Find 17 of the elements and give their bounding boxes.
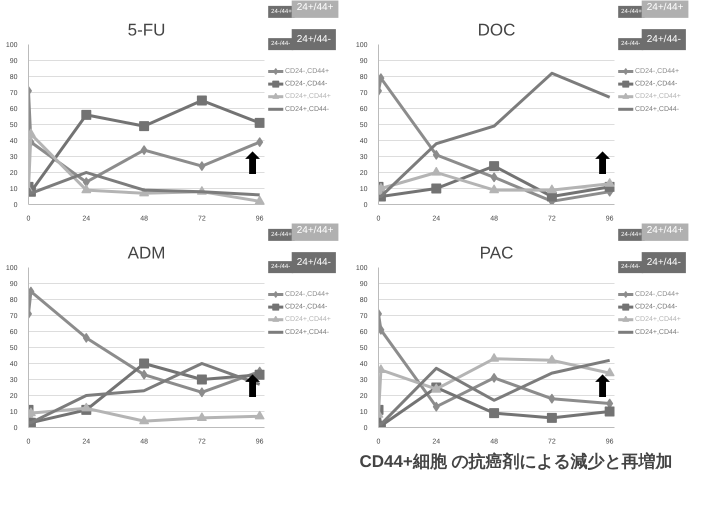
chart-title: DOC xyxy=(478,20,516,40)
text: 24+/44- xyxy=(646,34,681,46)
chart-title: 5-FU xyxy=(128,20,166,40)
annotation: ⬆ xyxy=(590,148,616,181)
chart-title: ADM xyxy=(128,244,166,262)
text: CD44+細胞 の抗癌剤による減少と再増加 xyxy=(359,451,673,471)
text: 24+/44- xyxy=(296,34,331,46)
annotation: ⬆ xyxy=(240,148,266,181)
chart-title: PAC xyxy=(480,244,514,262)
annotation: ⬆ xyxy=(240,371,266,404)
text: 24+/44+ xyxy=(296,224,334,236)
text: 24+/44- xyxy=(296,257,331,268)
annotation: ⬆ xyxy=(590,371,616,404)
text: 24+/44+ xyxy=(646,224,684,236)
text: 24+/44+ xyxy=(296,2,334,13)
text: 24+/44+ xyxy=(646,2,684,13)
text: 24+/44- xyxy=(646,257,681,268)
